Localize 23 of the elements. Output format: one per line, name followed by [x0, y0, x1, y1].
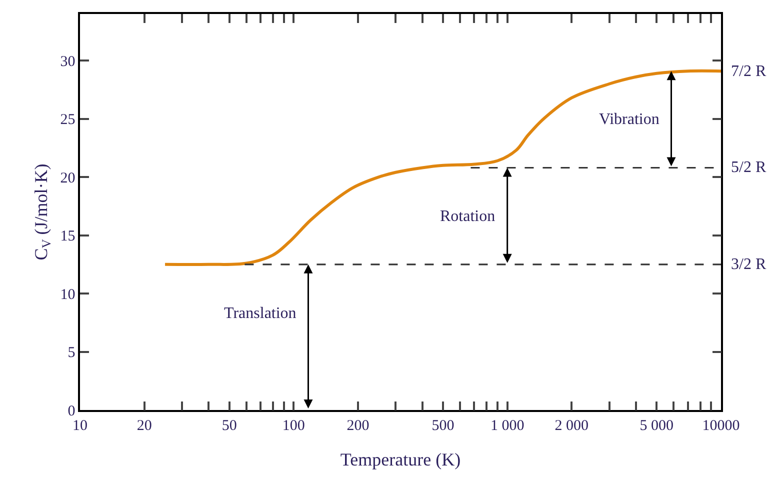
x-tick-label: 50: [222, 418, 237, 434]
y-tick-label: 10: [60, 286, 76, 303]
y-tick-label: 0: [68, 403, 76, 420]
annotation: Vibration: [599, 111, 660, 128]
x-tick-label: 10000: [702, 418, 740, 434]
x-axis-title: Temperature (K): [340, 449, 461, 470]
annotation: 3/2 R: [731, 256, 766, 273]
x-tick-label: 20: [136, 418, 152, 434]
y-tick-label: 15: [60, 228, 76, 245]
x-tick-label: 5 000: [640, 418, 674, 434]
annotation: Translation: [224, 305, 296, 322]
annotation: 5/2 R: [731, 159, 766, 176]
x-tick-label: 200: [346, 418, 370, 434]
y-tick-label: 25: [60, 112, 76, 128]
x-tick-label: 2 000: [554, 418, 589, 434]
annotation: 7/2 R: [731, 63, 766, 80]
x-tick-label: 1 000: [490, 418, 524, 434]
y-tick-label: 20: [60, 170, 76, 186]
x-tick-label: 100: [282, 418, 305, 434]
x-tick-label: 500: [432, 418, 454, 434]
y-tick-label: 5: [68, 345, 76, 362]
y-tick-label: 30: [60, 54, 76, 70]
annotation: Rotation: [440, 208, 496, 225]
